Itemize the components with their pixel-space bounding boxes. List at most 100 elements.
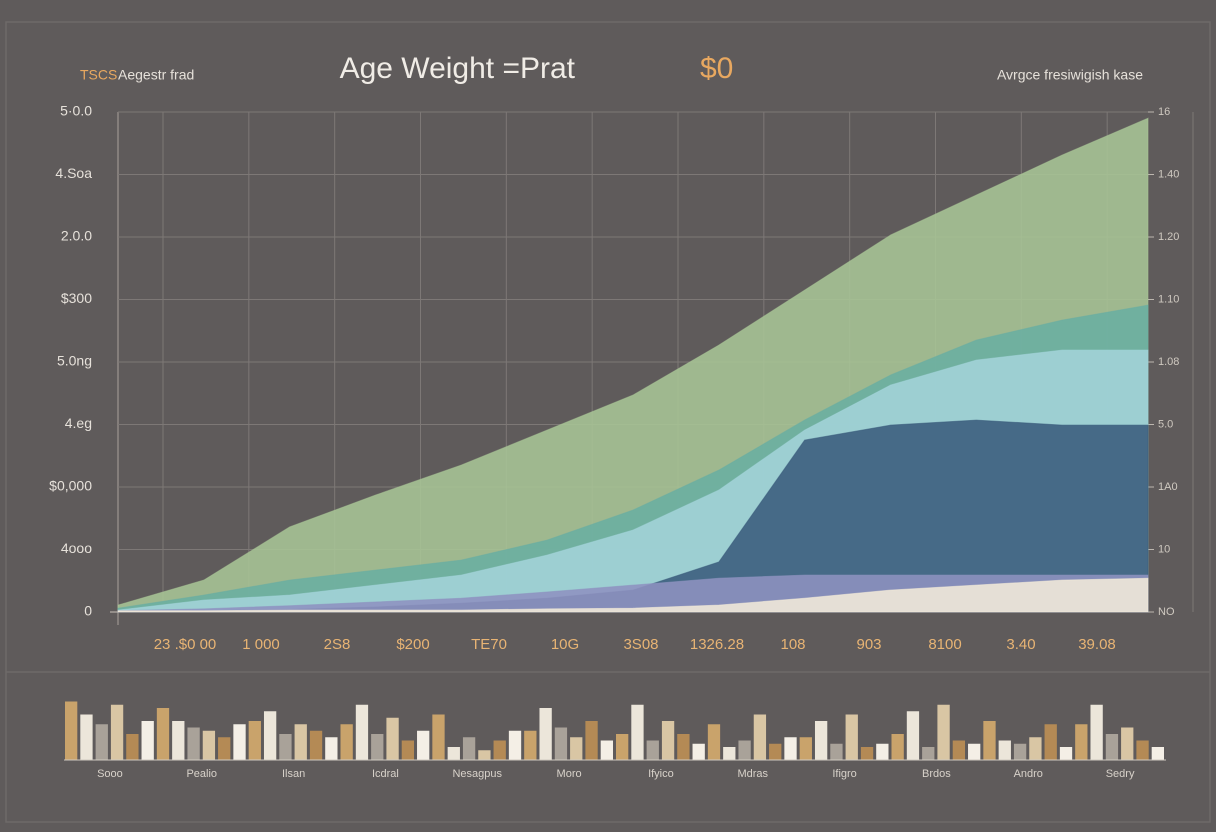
bar — [248, 721, 261, 760]
x-tick-label: Ilsan — [282, 768, 305, 780]
bar — [968, 743, 981, 760]
x-tick-label: Mdras — [737, 768, 768, 780]
y2-tick-label: 5.0 — [1158, 418, 1173, 430]
bar — [692, 743, 705, 760]
bar — [952, 740, 966, 760]
x-tick-label: Moro — [557, 768, 582, 780]
bar — [80, 714, 93, 760]
x-tick-label: TE70 — [471, 636, 507, 653]
bar — [539, 708, 552, 760]
bar — [462, 737, 476, 760]
title-accent: $0 — [700, 52, 733, 85]
bar — [830, 743, 843, 760]
bar — [937, 704, 950, 760]
y2-tick-label: 1.20 — [1158, 231, 1179, 243]
bar — [983, 721, 996, 760]
x-tick-label: Sooo — [97, 768, 123, 780]
bar — [371, 734, 384, 760]
x-tick-label: $200 — [396, 636, 429, 653]
bar — [876, 743, 889, 760]
y-tick-label: 4.Soa — [55, 165, 92, 181]
x-tick-label: 1326.28 — [690, 636, 744, 653]
bar — [1090, 704, 1103, 760]
chart-title: Age Weight =Prat — [340, 52, 576, 85]
bar — [1121, 727, 1134, 760]
x-tick-label: Brdos — [922, 768, 951, 780]
x-tick-label: 903 — [856, 636, 881, 653]
bar — [493, 740, 506, 760]
x-tick-label: Ifyico — [648, 768, 674, 780]
bar — [600, 740, 613, 760]
bar — [1136, 740, 1149, 760]
x-tick-label: 23 .$0 00 — [154, 636, 217, 653]
x-tick-label: Nesagpus — [452, 768, 502, 780]
bar — [814, 721, 828, 760]
x-tick-label: 108 — [780, 636, 805, 653]
bar — [723, 747, 736, 760]
x-tick-label: 3.40 — [1006, 636, 1035, 653]
x-tick-label: Pealio — [186, 768, 217, 780]
bar — [447, 747, 460, 760]
bar — [891, 734, 904, 760]
bar — [661, 721, 675, 760]
bar — [738, 740, 751, 760]
bar — [141, 721, 154, 760]
annotation: TSCS — [80, 67, 117, 83]
bar — [432, 714, 445, 760]
bar — [279, 734, 292, 760]
annotation: Aegestr frad — [118, 67, 194, 83]
bar — [65, 701, 78, 760]
bar — [187, 727, 200, 760]
bar — [707, 724, 721, 760]
bar — [233, 724, 246, 760]
bar — [524, 730, 537, 760]
bar — [325, 737, 338, 760]
bar — [309, 730, 323, 760]
area — [117, 577, 1149, 613]
bar — [753, 714, 767, 760]
bar — [769, 743, 782, 760]
y-tick-label: 4.eg — [65, 415, 92, 431]
bar — [110, 704, 124, 760]
bar — [417, 730, 430, 760]
x-tick-label: 39.08 — [1078, 636, 1116, 653]
x-tick-label: Ifigro — [832, 768, 856, 780]
y-tick-label: $300 — [61, 290, 92, 306]
bar — [218, 737, 231, 760]
x-tick-label: Andro — [1014, 768, 1043, 780]
bar — [631, 704, 644, 760]
bar — [508, 730, 522, 760]
x-tick-label: 1 000 — [242, 636, 280, 653]
x-tick-label: 10G — [551, 636, 579, 653]
y2-tick-label: 1.08 — [1158, 356, 1179, 368]
y-tick-label: 5.0ng — [57, 353, 92, 369]
y2-tick-label: 16 — [1158, 106, 1170, 118]
bar — [1075, 724, 1088, 760]
frame — [5, 21, 1211, 823]
x-tick-label: 2S8 — [324, 636, 351, 653]
bar — [1044, 724, 1057, 760]
bar — [355, 704, 369, 760]
bar — [294, 724, 307, 760]
bar — [126, 734, 139, 760]
bar — [1059, 747, 1073, 760]
bar — [922, 747, 935, 760]
y2-tick-label: 1.10 — [1158, 293, 1179, 305]
y-tick-label: $0,000 — [49, 478, 92, 494]
bar — [401, 740, 415, 760]
bar — [799, 737, 812, 760]
bar — [1013, 743, 1027, 760]
y2-tick-label: 1.40 — [1158, 168, 1179, 180]
y-tick-label: 0 — [84, 603, 92, 619]
bar — [95, 724, 108, 760]
bar — [554, 727, 568, 760]
y2-tick-label: 10 — [1158, 543, 1170, 555]
bar — [386, 717, 399, 760]
x-tick-label: 3S08 — [623, 636, 658, 653]
bar — [570, 737, 583, 760]
y2-tick-label: NO — [1158, 606, 1175, 618]
bar — [202, 730, 216, 760]
y-tick-label: 2.0.0 — [61, 228, 92, 244]
bar — [1151, 747, 1164, 760]
